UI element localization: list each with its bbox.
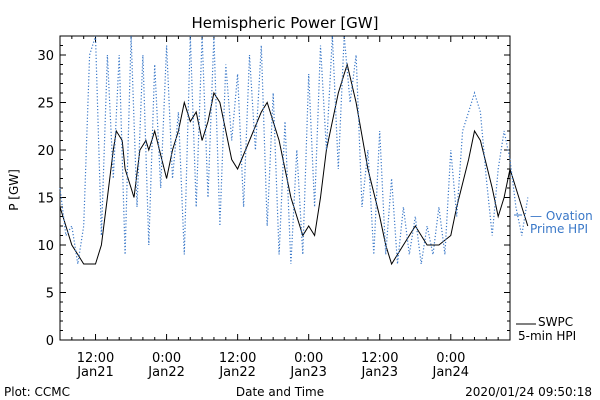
x-tick-label-date: Jan22	[147, 365, 185, 380]
y-axis-label: P [GW]	[7, 169, 21, 211]
x-tick-label-date: Jan22	[218, 365, 256, 380]
x-axis-label: Date and Time	[236, 385, 324, 399]
chart-title: Hemispheric Power [GW]	[192, 14, 379, 32]
x-tick-label-time: 0:00	[152, 351, 181, 366]
series-swpc-line	[59, 62, 529, 266]
y-tick-label: 30	[37, 49, 54, 64]
series-ovation-prime-line	[59, 35, 529, 265]
x-tick-label-time: 12:00	[219, 351, 256, 366]
y-axis: 0 5 10 15 20 25 30	[37, 35, 510, 349]
series-layer	[59, 35, 529, 266]
y-tick-label: 0	[46, 334, 54, 349]
x-tick-label-time: 12:00	[361, 351, 398, 366]
y-tick-label: 5	[46, 287, 54, 302]
y-tick-label: 20	[37, 144, 54, 159]
x-tick-label-date: Jan23	[360, 365, 398, 380]
plot-frame	[59, 35, 511, 341]
x-tick-label-date: Jan23	[289, 365, 327, 380]
legend-swpc: SWPC 5-min HPI	[516, 315, 576, 343]
plot-border	[59, 35, 511, 341]
x-tick-label-time: 0:00	[294, 351, 323, 366]
legend-swpc-line2: 5-min HPI	[518, 329, 576, 343]
footer-timestamp: 2020/01/24 09:50:18	[465, 385, 592, 399]
x-tick-label-date: Jan24	[431, 365, 469, 380]
legend-swpc-line1: SWPC	[538, 315, 573, 329]
x-axis: 12:00Jan210:00Jan2212:00Jan220:00Jan2312…	[59, 36, 511, 380]
y-tick-label: 25	[37, 97, 54, 112]
footer-plot-credit: Plot: CCMC	[4, 385, 70, 399]
x-tick-label-time: 12:00	[77, 351, 114, 366]
y-tick-label: 15	[37, 192, 54, 207]
legend-ovation: — Ovation Prime HPI	[514, 209, 593, 236]
x-tick-label-time: 0:00	[436, 351, 465, 366]
legend-ovation-line2: Prime HPI	[530, 222, 588, 236]
legend-ovation-line1: — Ovation	[530, 209, 593, 223]
x-tick-label-date: Jan21	[76, 365, 114, 380]
y-tick-label: 10	[37, 239, 54, 254]
